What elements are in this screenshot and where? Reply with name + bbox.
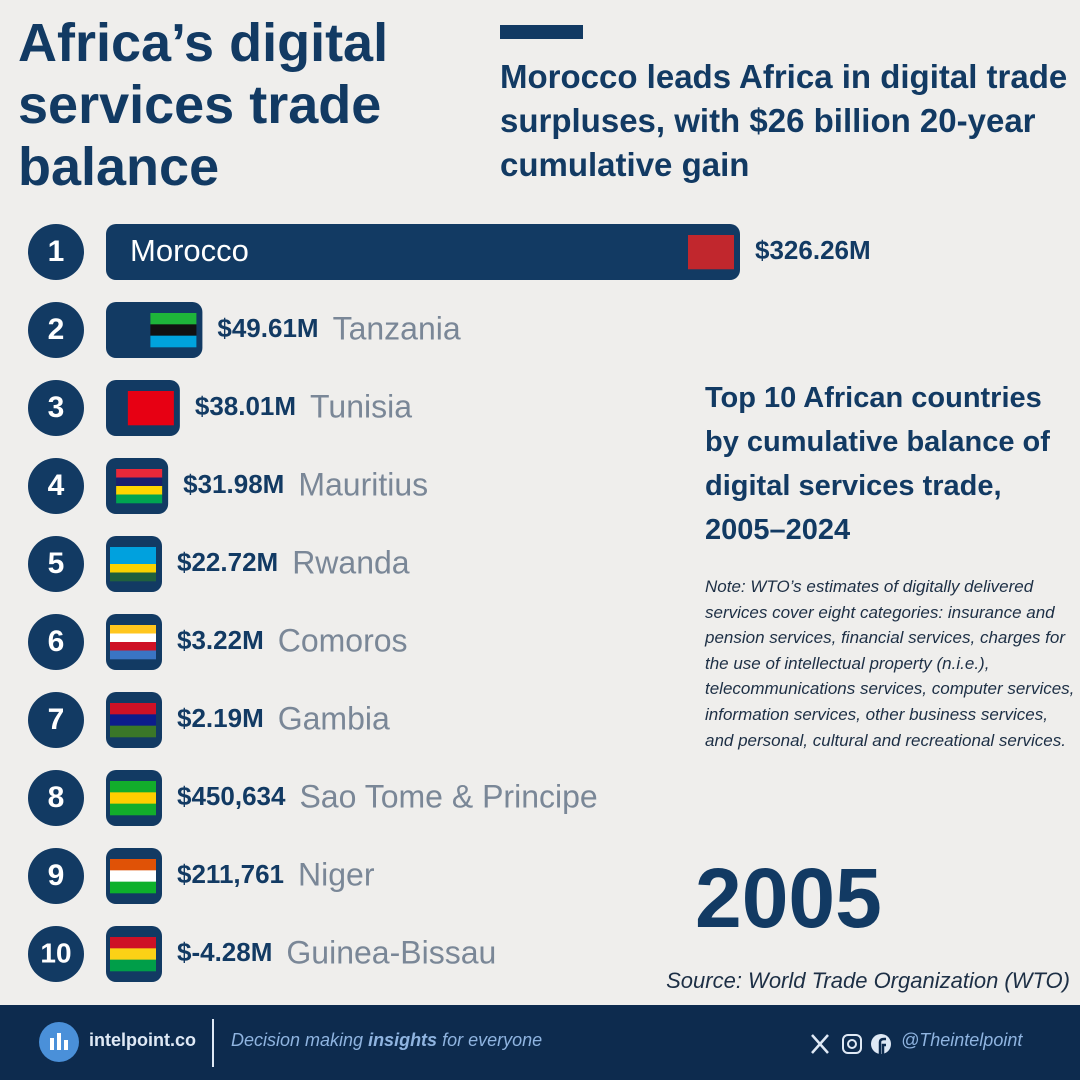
year-label: 2005	[695, 851, 882, 945]
rank-badge	[28, 770, 84, 826]
value-label: $-4.28M	[177, 937, 272, 967]
flag-stripe	[110, 703, 156, 715]
flag-stripe	[110, 959, 156, 972]
flag-stripe	[116, 494, 163, 504]
flag-stripe	[150, 335, 197, 348]
rank-badge	[28, 926, 84, 982]
chart: 1 $326.26M Morocco 2 $49.61M Tanzania 3 $38.01M…	[28, 224, 871, 982]
flag-stripe	[110, 781, 156, 793]
flag-stripe	[116, 486, 163, 495]
divider	[212, 1019, 214, 1067]
rank-badge	[28, 692, 84, 748]
category-label: Tanzania	[333, 310, 461, 346]
value-label: $326.26M	[755, 235, 871, 265]
flag-stripe	[127, 391, 174, 426]
flag-stripe	[110, 725, 156, 738]
tagline-part: for everyone	[437, 1030, 543, 1050]
flag-stripe	[110, 881, 156, 894]
tagline-part: insights	[368, 1030, 438, 1050]
flag-stripe	[110, 937, 156, 949]
flag-stripe	[110, 547, 156, 556]
flag-stripe	[110, 792, 156, 804]
flag-stripe	[150, 324, 197, 336]
value-label: $31.98M	[183, 469, 284, 499]
rank-label: 3	[48, 391, 65, 424]
rank-badge	[28, 380, 84, 436]
flag-stripe	[110, 859, 156, 871]
rank-label: 10	[40, 937, 71, 968]
flag-stripe	[688, 235, 734, 270]
flag-stripe	[110, 948, 156, 960]
category-label: Niger	[298, 856, 375, 892]
value-label: $49.61M	[217, 313, 318, 343]
flag-stripe	[110, 555, 156, 565]
flag-stripe	[110, 870, 156, 882]
rank-badge	[28, 536, 84, 592]
flag-stripe	[110, 642, 156, 651]
flag-stripe	[110, 572, 156, 582]
tagline-part: Decision making	[231, 1030, 369, 1050]
rank-badge	[28, 458, 84, 514]
category-label: Tunisia	[310, 388, 412, 424]
tagline: Decision making insights for everyone	[231, 1030, 542, 1051]
description: Top 10 African countries by cumulative b…	[705, 382, 1050, 546]
value-label: $211,761	[177, 859, 284, 889]
rank-badge	[28, 848, 84, 904]
rank-badge	[28, 224, 84, 280]
category-label: Guinea-Bissau	[286, 934, 496, 970]
category-label: Mauritius	[298, 466, 428, 502]
rank-label: 1	[48, 235, 65, 268]
brand: intelpoint.co	[89, 1030, 196, 1050]
note: Note: WTO’s estimates of digitally deliv…	[705, 577, 1075, 750]
value-label: $38.01M	[195, 391, 296, 421]
source: Source: World Trade Organization (WTO)	[666, 968, 1070, 993]
chart-subtitle: Morocco leads Africa in digital trade su…	[500, 58, 1068, 183]
flag-stripe	[110, 714, 156, 726]
flag-stripe	[150, 313, 197, 325]
rank-badge	[28, 614, 84, 670]
category-label: Sao Tome & Principe	[299, 778, 597, 814]
category-label: Morocco	[130, 233, 249, 268]
rank-label: 4	[48, 469, 65, 502]
flag-stripe	[116, 469, 163, 478]
value-label: $450,634	[177, 781, 286, 811]
category-label: Comoros	[278, 622, 408, 658]
chart-title: Africa’s digital services trade balance	[18, 13, 389, 197]
flag-stripe	[116, 477, 163, 487]
category-label: Gambia	[278, 700, 390, 736]
brand-logo	[39, 1022, 79, 1062]
value-label: $3.22M	[177, 625, 264, 655]
flag-stripe	[110, 625, 156, 634]
bar	[106, 224, 740, 280]
rank-label: 7	[48, 703, 65, 736]
flag-stripe	[110, 633, 156, 643]
value-label: $2.19M	[177, 703, 264, 733]
rank-label: 5	[48, 547, 65, 580]
rank-label: 9	[48, 859, 65, 892]
category-label: Rwanda	[292, 544, 410, 580]
rank-badge	[28, 302, 84, 358]
value-label: $22.72M	[177, 547, 278, 577]
accent-bar	[500, 25, 583, 39]
flag-stripe	[110, 564, 156, 573]
social-icons	[811, 1034, 891, 1054]
rank-label: 2	[48, 313, 65, 346]
handle: @Theintelpoint	[901, 1030, 1023, 1050]
flag-stripe	[110, 803, 156, 816]
footer: intelpoint.co Decision making insights f…	[0, 1005, 1080, 1080]
rank-label: 8	[48, 781, 65, 814]
flag-stripe	[110, 650, 156, 660]
rank-label: 6	[48, 625, 65, 658]
